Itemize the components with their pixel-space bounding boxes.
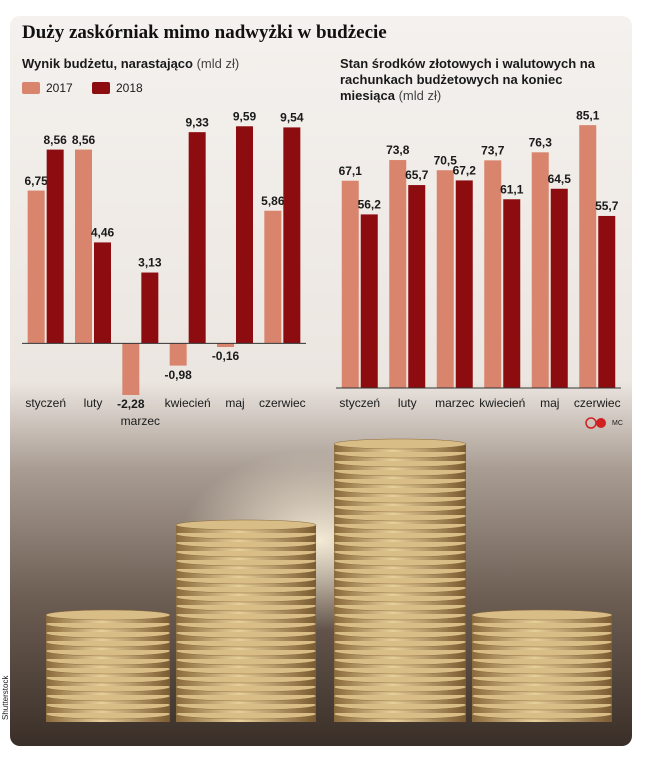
legend-label: 2018 bbox=[116, 81, 143, 95]
bar bbox=[598, 215, 616, 388]
bar bbox=[550, 188, 568, 388]
bar bbox=[579, 125, 597, 388]
value-label: 8,56 bbox=[72, 133, 96, 147]
coin-top bbox=[175, 519, 317, 531]
value-label: 67,2 bbox=[453, 164, 477, 178]
bar bbox=[94, 242, 111, 344]
bar bbox=[389, 160, 407, 388]
bar bbox=[75, 149, 92, 344]
bar bbox=[455, 180, 473, 388]
legend-label: 2017 bbox=[46, 81, 73, 95]
legend-swatch bbox=[22, 82, 40, 94]
coin-top bbox=[471, 609, 613, 621]
value-label: 3,13 bbox=[138, 256, 162, 270]
chart-title-text: Stan środków złotowych i walutowych na r… bbox=[340, 56, 595, 103]
bar bbox=[141, 272, 159, 344]
x-tick-label: kwiecień bbox=[479, 396, 525, 410]
bar bbox=[122, 343, 140, 396]
value-label: 73,7 bbox=[481, 144, 505, 158]
background bbox=[10, 16, 632, 746]
x-tick-label: luty bbox=[398, 396, 417, 410]
value-label: 56,2 bbox=[358, 198, 382, 212]
bar bbox=[484, 160, 502, 388]
bar bbox=[188, 132, 206, 344]
x-tick-label: styczeń bbox=[339, 396, 380, 410]
value-label: 9,54 bbox=[280, 111, 304, 125]
bar bbox=[360, 214, 378, 388]
value-label: 5,86 bbox=[261, 194, 285, 208]
bar bbox=[503, 199, 521, 388]
value-label: 65,7 bbox=[405, 168, 429, 182]
x-tick-label: maj bbox=[540, 396, 559, 410]
value-label: -0,98 bbox=[164, 368, 192, 382]
coin-stacks bbox=[45, 438, 613, 722]
chart-unit: (mld zł) bbox=[398, 88, 442, 103]
bar bbox=[341, 180, 359, 388]
value-label: -2,28 bbox=[117, 397, 145, 411]
x-tick-label: marzec bbox=[121, 414, 160, 428]
value-label: 55,7 bbox=[595, 199, 619, 213]
main-title: Duży zaskórniak mimo nadwyżki w budżecie bbox=[22, 22, 387, 43]
value-label: 9,59 bbox=[233, 109, 257, 123]
coin-top bbox=[45, 609, 171, 621]
bar bbox=[169, 343, 187, 366]
x-tick-label: marzec bbox=[435, 396, 474, 410]
author-credit: MC bbox=[612, 420, 623, 427]
bar bbox=[236, 126, 253, 344]
bar bbox=[27, 190, 45, 344]
bar bbox=[283, 127, 301, 344]
value-label: 64,5 bbox=[548, 172, 572, 186]
chart-unit: (mld zł) bbox=[196, 56, 240, 71]
x-tick-label: kwiecień bbox=[165, 396, 211, 410]
x-tick-label: czerwiec bbox=[574, 396, 621, 410]
logo bbox=[596, 418, 606, 428]
chart-title: Wynik budżetu, narastająco (mld zł) bbox=[22, 56, 312, 72]
bar bbox=[217, 343, 234, 348]
value-label: -0,16 bbox=[212, 349, 240, 363]
x-tick-label: luty bbox=[84, 396, 103, 410]
coin-top bbox=[333, 438, 467, 450]
bar bbox=[264, 210, 282, 344]
bar bbox=[531, 152, 549, 388]
chart-title-text: Wynik budżetu, narastająco bbox=[22, 56, 193, 71]
value-label: 61,1 bbox=[500, 182, 524, 196]
value-label: 73,8 bbox=[386, 143, 410, 157]
bar bbox=[46, 149, 64, 344]
value-label: 70,5 bbox=[434, 153, 458, 167]
x-tick-label: czerwiec bbox=[259, 396, 306, 410]
value-label: 8,56 bbox=[43, 133, 67, 147]
chart-title: Stan środków złotowych i walutowych na r… bbox=[340, 56, 605, 104]
value-label: 6,75 bbox=[24, 174, 48, 188]
x-tick-label: styczeń bbox=[25, 396, 66, 410]
value-label: 76,3 bbox=[529, 135, 553, 149]
value-label: 67,1 bbox=[339, 164, 363, 178]
value-label: 4,46 bbox=[91, 226, 115, 240]
value-label: 9,33 bbox=[185, 115, 209, 129]
value-label: 85,1 bbox=[576, 108, 600, 122]
x-tick-label: maj bbox=[225, 396, 244, 410]
legend-swatch bbox=[92, 82, 110, 94]
bar bbox=[436, 170, 454, 388]
bar bbox=[408, 185, 426, 388]
photo-credit: Shutterstock bbox=[1, 675, 10, 720]
